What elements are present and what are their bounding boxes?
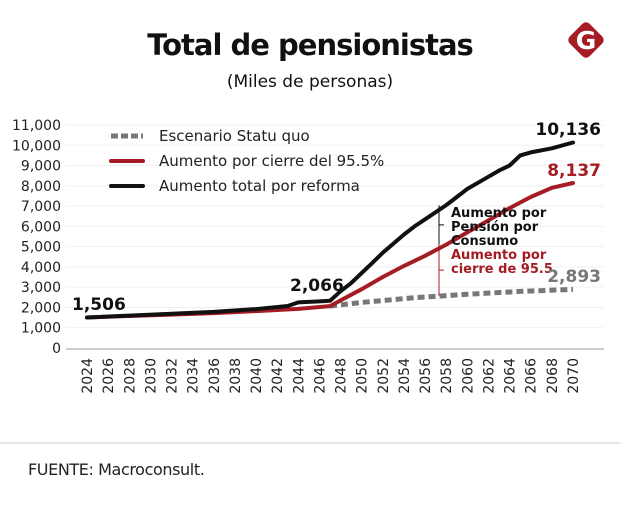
y-tick-label: 10,000 (12, 138, 61, 154)
x-axis-ticks: 2024 2026 2028 2030 2032 2034 2036 2038 2040 2042… (80, 358, 582, 394)
footer-divider (0, 442, 620, 444)
x-tick-label: 2026 (101, 358, 117, 394)
x-tick-label: 2032 (165, 358, 181, 394)
x-tick-label: 2064 (503, 358, 519, 394)
y-axis-ticks: 0 1,000 2,000 3,000 4,000 5,000 6,000 7,000 8,00… (12, 118, 61, 357)
annotation-text: cierre de 95.5 (451, 262, 553, 277)
gridlines (66, 124, 604, 329)
data-label: 1,506 (72, 295, 126, 315)
annotation-text: Aumento por (451, 248, 547, 263)
x-tick-label: 2054 (397, 358, 413, 394)
data-label: 10,136 (535, 120, 601, 140)
source-note: FUENTE: Macroconsult. (28, 460, 205, 479)
x-tick-label: 2044 (291, 358, 307, 394)
x-tick-label: 2052 (376, 358, 392, 394)
x-tick-label: 2046 (312, 358, 328, 394)
annotation-text: Consumo (451, 234, 518, 249)
x-tick-label: 2066 (524, 358, 540, 394)
x-tick-label: 2028 (122, 358, 138, 394)
y-tick-label: 8,000 (21, 179, 61, 195)
data-label: 2,893 (547, 267, 601, 287)
x-tick-label: 2070 (566, 358, 582, 394)
y-tick-label: 6,000 (21, 219, 61, 235)
logo-letter: G (576, 26, 597, 55)
y-tick-label: 7,000 (21, 199, 61, 215)
x-tick-label: 2040 (249, 358, 265, 394)
logo-diamond (568, 22, 604, 58)
x-tick-label: 2030 (143, 358, 159, 394)
chart-title: Total de pensionistas (147, 28, 474, 62)
series-line-0 (329, 286, 574, 309)
y-tick-label: 9,000 (21, 159, 61, 175)
line-chart: 0 1,000 2,000 3,000 4,000 5,000 6,000 7,000 8,00… (12, 118, 604, 394)
y-tick-label: 1,000 (21, 321, 61, 337)
legend: Escenario Statu quo Aumento por cierre de… (109, 127, 384, 195)
annotation-text: Pensión por (451, 220, 539, 235)
x-tick-label: 2056 (418, 358, 434, 394)
series-lines (85, 140, 575, 320)
y-tick-label: 2,000 (21, 300, 61, 316)
y-tick-label: 0 (52, 341, 61, 357)
x-tick-label: 2060 (460, 358, 476, 394)
gestion-logo-icon: G (568, 22, 604, 58)
annotation-text: Aumento por (451, 206, 547, 221)
y-tick-label: 11,000 (12, 118, 61, 134)
x-tick-label: 2024 (80, 358, 96, 394)
x-tick-label: 2042 (270, 358, 286, 394)
x-tick-label: 2038 (228, 358, 244, 394)
y-tick-label: 5,000 (21, 240, 61, 256)
data-label: 2,066 (290, 276, 344, 296)
legend-label: Escenario Statu quo (159, 127, 310, 145)
legend-label: Aumento total por reforma (159, 177, 360, 195)
y-tick-label: 4,000 (21, 260, 61, 276)
y-tick-label: 3,000 (21, 280, 61, 296)
data-label: 8,137 (547, 161, 601, 181)
x-tick-label: 2068 (545, 358, 561, 394)
x-tick-label: 2062 (481, 358, 497, 394)
legend-label: Aumento por cierre del 95.5% (159, 152, 384, 170)
x-tick-label: 2050 (355, 358, 371, 394)
x-tick-label: 2036 (207, 358, 223, 394)
x-tick-label: 2058 (439, 358, 455, 394)
series-line-2 (85, 140, 575, 320)
x-tick-label: 2048 (334, 358, 350, 394)
chart-subtitle: (Miles de personas) (226, 72, 394, 92)
data-labels: 1,506 2,066 10,136 8,137 2,893 (72, 120, 601, 315)
x-tick-label: 2034 (186, 358, 202, 394)
